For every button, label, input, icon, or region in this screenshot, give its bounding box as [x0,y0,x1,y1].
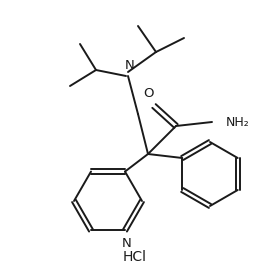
Text: O: O [143,87,153,100]
Text: N: N [125,59,135,72]
Text: HCl: HCl [123,250,147,264]
Text: NH₂: NH₂ [226,116,250,129]
Text: N: N [122,237,132,251]
